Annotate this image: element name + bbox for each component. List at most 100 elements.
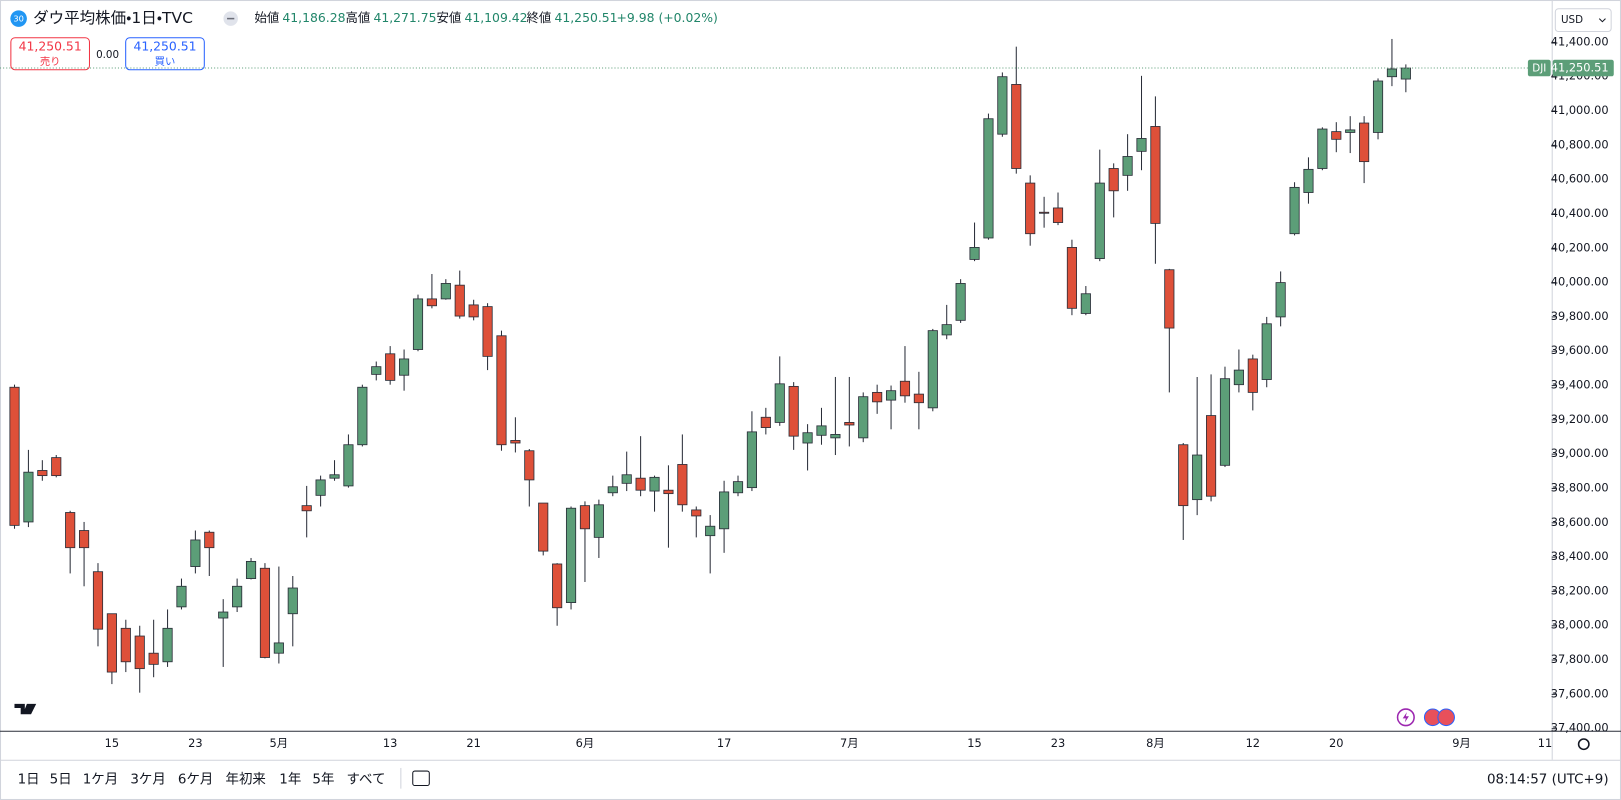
sell-price: 41,250.51	[19, 39, 82, 54]
chevron	[1598, 18, 1606, 23]
symbol-title[interactable]: ダウ平均株価・1日・TVC	[33, 9, 193, 27]
x-tick-label: 15	[967, 736, 981, 750]
candle-body	[565, 507, 577, 603]
spread: 0.00	[96, 49, 119, 61]
candle-body	[1052, 207, 1064, 223]
candle-body	[663, 489, 674, 495]
range-button[interactable]: 1日	[18, 772, 40, 787]
candle-body	[385, 353, 396, 381]
change-value: +9.98 (+0.02%)	[617, 10, 718, 25]
candle-body	[872, 391, 883, 403]
currency-button[interactable]	[1554, 8, 1612, 33]
range-button[interactable]: 1ケ月	[83, 771, 118, 787]
range-button[interactable]: 3ケ月	[130, 771, 165, 787]
candle-body	[927, 330, 938, 409]
symbol-badge	[10, 10, 27, 27]
close-value: 41,250.51	[554, 10, 617, 25]
x-tick-label: 17	[717, 736, 731, 750]
open-label: 始値	[254, 10, 279, 25]
candle-body	[969, 247, 980, 260]
candle-body	[635, 477, 646, 491]
high-value: 41,271.75	[373, 10, 436, 25]
x-tick-label: 15	[105, 736, 119, 750]
range-button[interactable]: 1年	[279, 771, 301, 787]
y-tick-label: 40,200.00	[1551, 240, 1609, 254]
candle-body	[913, 393, 924, 404]
settings-icon[interactable]	[1577, 738, 1590, 751]
y-tick-label: 40,000.00	[1551, 275, 1609, 289]
buy-price: 41,250.51	[133, 39, 196, 54]
y-tick-label: 37,400.00	[1551, 721, 1609, 735]
calendar-icon[interactable]	[412, 770, 430, 787]
candle-body	[1136, 138, 1147, 152]
sell-label: 売り	[40, 55, 61, 68]
candle-body	[858, 396, 869, 439]
buy-button[interactable]	[125, 37, 205, 71]
x-tick-label: 23	[188, 736, 202, 750]
x-tick-label: 7月	[840, 736, 859, 750]
candle-body	[120, 627, 131, 663]
candle-body	[802, 432, 813, 444]
candle-body	[1400, 67, 1411, 80]
candle-body	[65, 512, 76, 549]
candle-body	[955, 283, 966, 321]
x-tick-label: 8月	[1146, 736, 1165, 750]
range-button[interactable]: すべて	[347, 771, 386, 787]
candle-body	[1345, 129, 1356, 133]
candle-body	[1066, 247, 1078, 309]
range-button[interactable]: 5年	[312, 771, 334, 787]
high-label: 高値	[346, 10, 371, 25]
range-button[interactable]: 6ケ月	[178, 771, 213, 787]
open-value: 41,186.28	[282, 10, 345, 25]
candle-body	[371, 366, 382, 375]
candle-body	[232, 585, 243, 608]
candle-body	[37, 470, 48, 477]
y-tick-label: 41,000.00	[1551, 103, 1609, 117]
candle-body	[1094, 182, 1105, 259]
low-label: 安値	[437, 10, 462, 25]
candle-body	[1108, 168, 1119, 192]
candle-body	[621, 474, 632, 484]
candle-body	[1303, 168, 1314, 193]
range-button[interactable]: 年初来	[226, 771, 266, 787]
candle-body	[885, 390, 897, 401]
candle-body	[816, 425, 827, 436]
candle-body	[607, 486, 618, 494]
flag-icon[interactable]	[1437, 708, 1455, 727]
candle-body	[1372, 80, 1384, 133]
sell-button[interactable]	[10, 37, 90, 71]
candle-body	[1233, 369, 1244, 386]
candle-body	[301, 505, 312, 512]
candle-body	[997, 76, 1008, 135]
y-tick-label: 39,000.00	[1551, 446, 1609, 460]
range-button[interactable]: 5日	[50, 772, 72, 787]
candle-body	[9, 386, 20, 526]
candle-body	[941, 324, 952, 336]
candle-body	[524, 450, 535, 481]
clock: 08:14:57 (UTC+9)	[1487, 772, 1609, 787]
candle-body	[760, 416, 771, 428]
candle-body	[579, 505, 591, 530]
candle-body	[259, 567, 271, 658]
candle-body	[148, 652, 159, 665]
y-tick-label: 37,800.00	[1551, 652, 1609, 666]
last-price-box	[1552, 59, 1614, 77]
x-tick-label: 12	[1246, 736, 1260, 750]
x-tick-label: 5月	[270, 736, 289, 750]
candle-body	[190, 539, 201, 567]
x-tick-label: 11	[1538, 736, 1552, 750]
y-tick-label: 40,800.00	[1551, 137, 1609, 151]
y-tick-label: 37,600.00	[1551, 686, 1609, 700]
candle-body	[1289, 186, 1300, 235]
candle-body	[1178, 444, 1189, 507]
candle-body	[273, 642, 284, 654]
candle-body	[92, 571, 104, 630]
candle-body	[454, 284, 465, 317]
candle-body	[1261, 323, 1272, 380]
buy-label: 買い	[155, 56, 176, 68]
x-tick-label: 20	[1329, 736, 1343, 750]
candle-body	[106, 613, 117, 673]
y-tick-label: 39,600.00	[1551, 343, 1609, 357]
candle-body	[204, 531, 215, 549]
candle-body	[830, 434, 841, 439]
